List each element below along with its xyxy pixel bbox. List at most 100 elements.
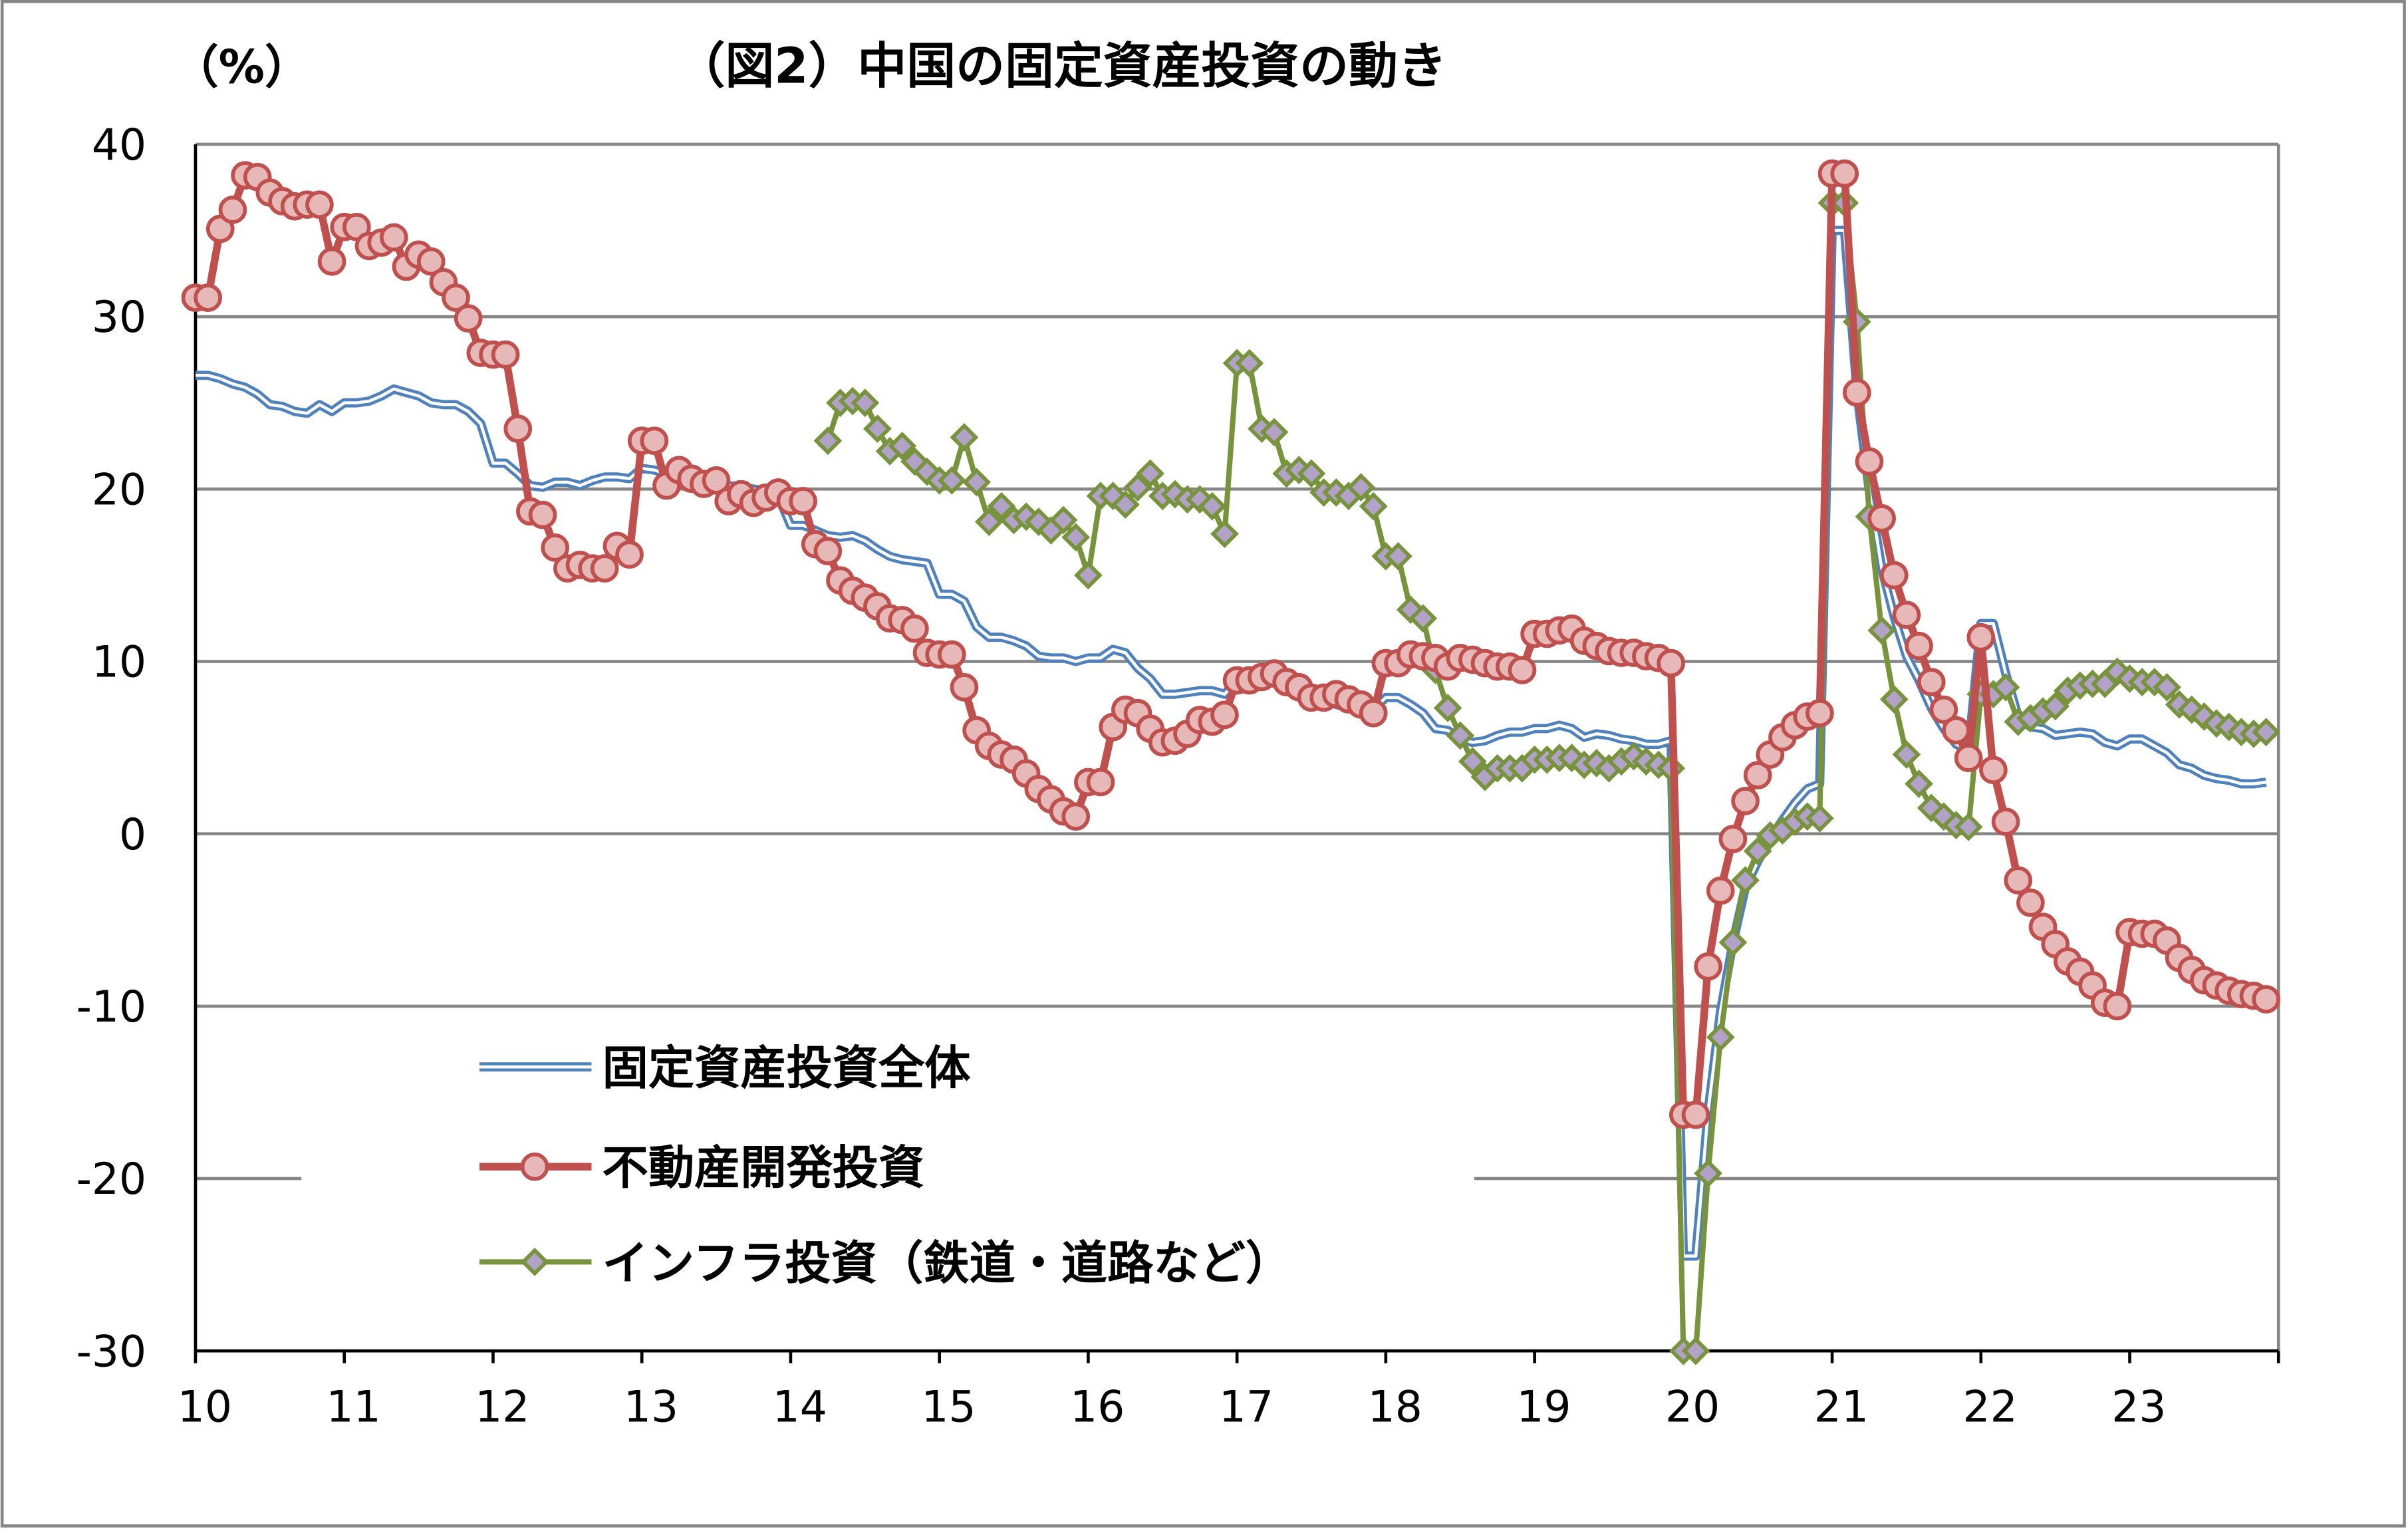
legend-entry: インフラ投資（鉄道・道路など） (479, 1237, 1291, 1290)
series-group (181, 159, 2281, 1365)
legend-label: 不動産開発投資 (602, 1142, 925, 1195)
data-point (1731, 866, 1760, 895)
data-point (1508, 656, 1537, 684)
data-point (1061, 523, 1091, 552)
data-point (888, 432, 917, 460)
data-point (1954, 812, 1983, 841)
series-3 (813, 188, 2281, 1365)
data-point (2016, 889, 2045, 917)
data-point (194, 283, 222, 312)
y-tick-label: 30 (92, 293, 146, 343)
x-tick-label: 12 (475, 1382, 529, 1432)
data-point (2190, 702, 2218, 731)
data-point (2153, 673, 2181, 702)
x-tick-label: 17 (1219, 1382, 1273, 1432)
data-point (974, 507, 1003, 536)
data-point (1210, 519, 1239, 549)
data-point (950, 673, 979, 702)
data-point (1855, 447, 1884, 476)
data-point (1408, 604, 1438, 633)
y-axis-unit: （%） (172, 41, 311, 94)
data-point (2252, 985, 2280, 1014)
data-point (1049, 505, 1078, 535)
data-point (1433, 694, 1462, 722)
data-point (1879, 685, 1909, 714)
data-point (1718, 928, 1748, 957)
data-point (1235, 348, 1264, 378)
x-tick-labels: 10 11 12 13 14 15 16 17 18 19 20 21 22 23 (178, 1382, 2167, 1432)
data-point (937, 466, 966, 495)
data-point (702, 466, 731, 495)
data-point (1123, 473, 1152, 502)
data-point (1260, 418, 1289, 447)
data-point (1210, 700, 1239, 730)
data-point (1929, 695, 1958, 724)
data-point (1979, 756, 2008, 785)
data-point (1806, 698, 1834, 728)
data-point (1347, 473, 1375, 502)
y-tick-label: -20 (76, 1155, 147, 1204)
x-tick-label: 15 (921, 1382, 976, 1432)
data-point (1086, 767, 1115, 797)
x-tick-label: 10 (178, 1382, 232, 1432)
data-point (528, 500, 557, 529)
data-point (1991, 673, 2020, 702)
data-point (813, 537, 843, 565)
data-point (1681, 1100, 1710, 1129)
data-point (1743, 837, 1772, 866)
data-point (503, 414, 533, 443)
data-point (2004, 866, 2033, 895)
data-point (1694, 952, 1722, 981)
data-point (1830, 159, 1859, 188)
y-tick-labels: 40 30 20 10 0 -10 -20 -30 (76, 120, 147, 1377)
legend-label: インフラ投資（鉄道・道路など） (602, 1237, 1291, 1290)
data-point (950, 423, 979, 452)
data-point (851, 388, 880, 418)
y-tick-label: -10 (76, 982, 147, 1032)
data-point (1136, 459, 1165, 488)
data-point (1743, 761, 1772, 789)
data-point (1557, 744, 1586, 773)
data-point (2103, 992, 2132, 1021)
data-point (1061, 802, 1091, 831)
y-tick-label: -30 (76, 1327, 147, 1377)
legend-label: 固定資産投資全体 (602, 1042, 972, 1095)
data-point (442, 283, 470, 312)
y-tick-label: 40 (92, 120, 146, 170)
data-point (640, 426, 669, 456)
y-tick-label: 20 (92, 465, 146, 515)
data-point (1458, 747, 1487, 776)
data-point (1954, 744, 1983, 773)
legend-circle-marker-icon (520, 1152, 549, 1181)
legend-diamond-marker-icon (520, 1247, 549, 1276)
data-point (1706, 876, 1735, 905)
data-point (1842, 378, 1871, 407)
data-point (1991, 807, 2020, 836)
data-point (1111, 490, 1140, 519)
data-point (1681, 1336, 1710, 1365)
data-point (2252, 718, 2281, 747)
x-tick-label: 11 (326, 1382, 380, 1432)
data-point (789, 487, 817, 515)
data-point (962, 468, 991, 497)
data-point (1806, 803, 1834, 833)
data-point (1198, 491, 1227, 521)
data-point (317, 247, 346, 276)
data-point (1892, 601, 1921, 629)
data-point (1706, 1023, 1735, 1051)
x-tick-label: 16 (1070, 1382, 1125, 1432)
data-point (1879, 561, 1909, 590)
x-tick-label: 23 (2111, 1382, 2166, 1432)
x-tick-label: 20 (1665, 1382, 1720, 1432)
data-point (541, 533, 570, 562)
data-point (1942, 716, 1970, 745)
data-point (1867, 616, 1897, 645)
data-point (379, 223, 408, 252)
data-point (590, 554, 619, 583)
data-point (1359, 491, 1388, 521)
data-point (305, 190, 334, 219)
data-point (218, 196, 247, 224)
x-tick-label: 18 (1368, 1382, 1422, 1432)
